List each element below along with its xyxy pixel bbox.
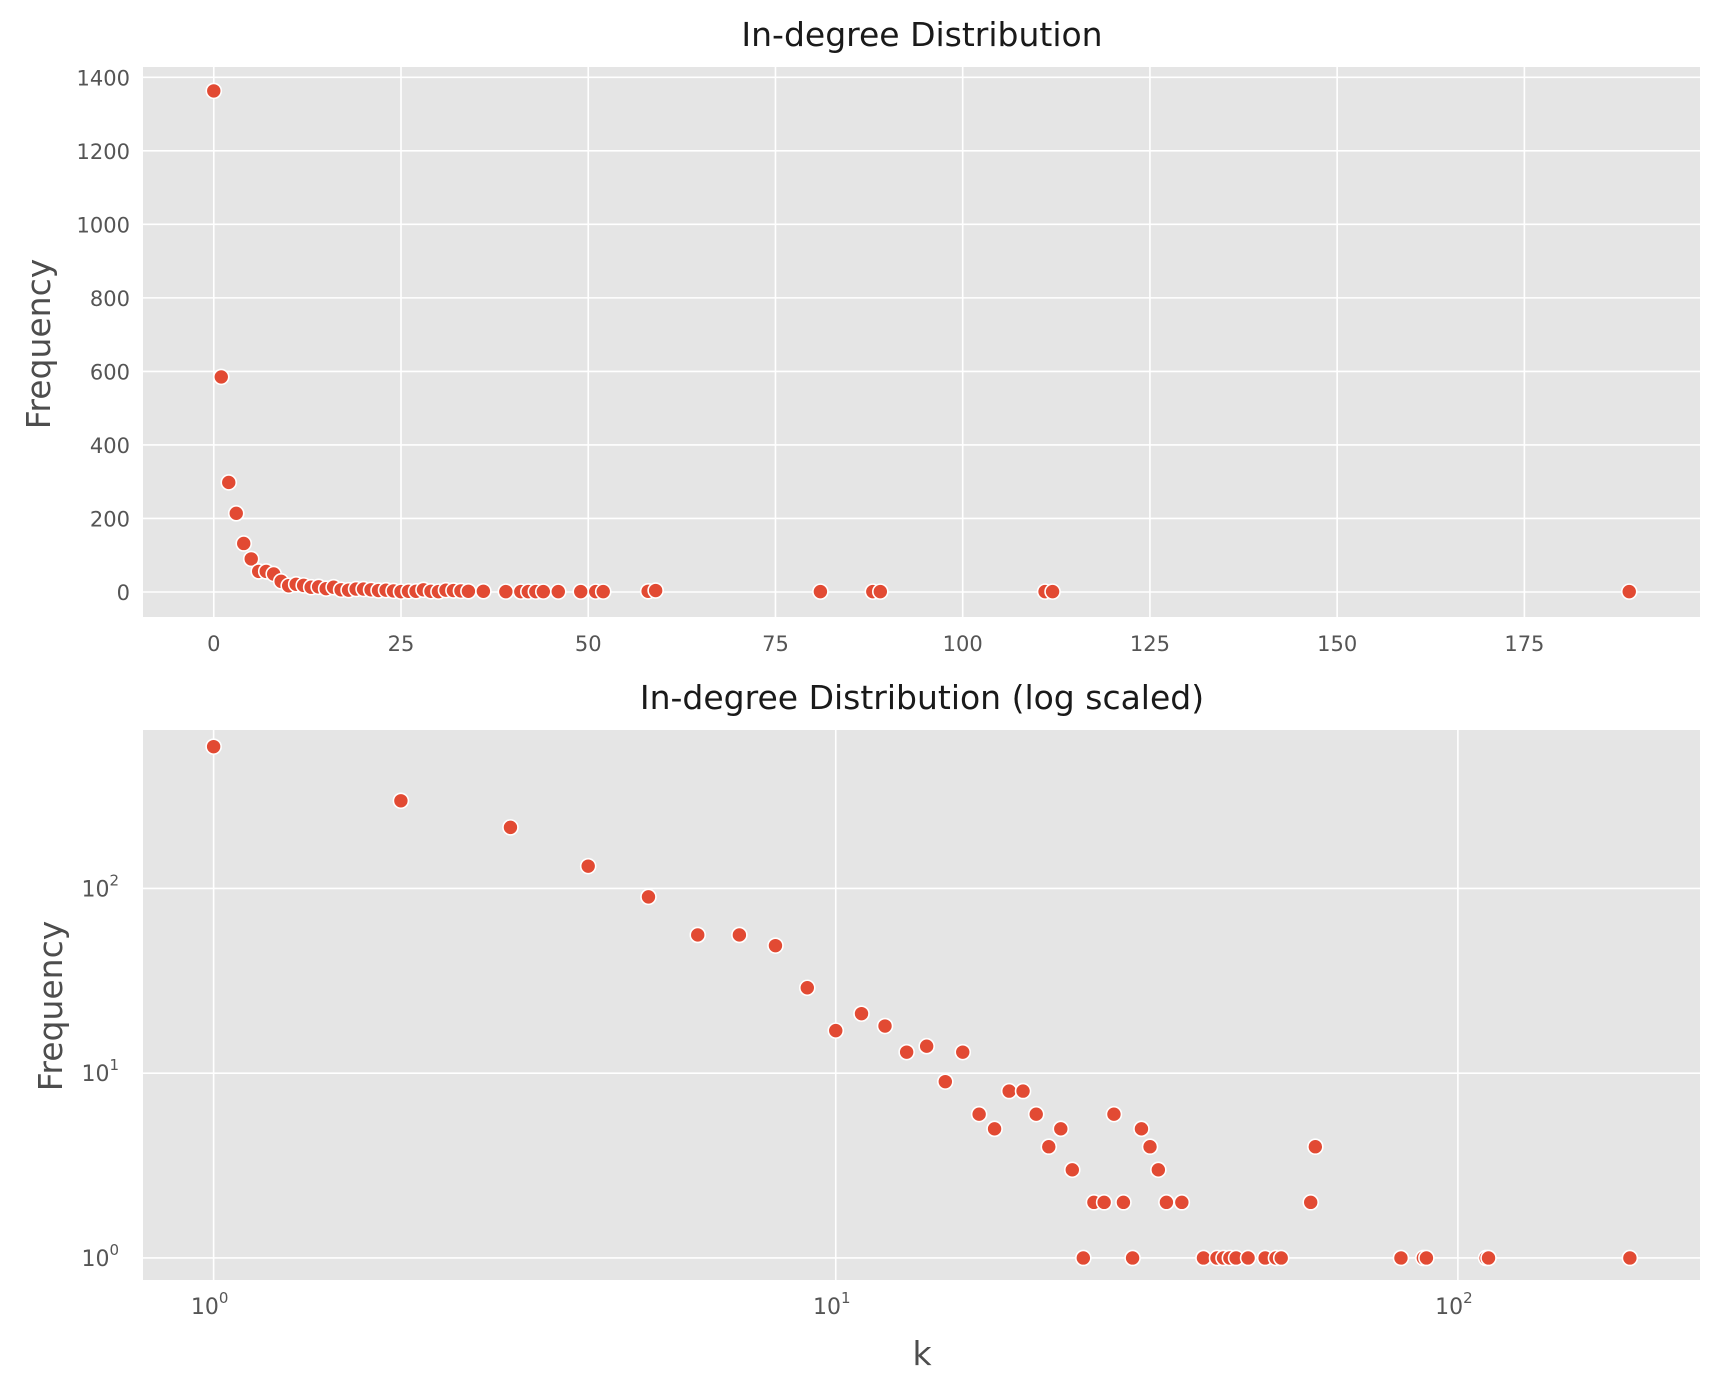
plot-area xyxy=(143,730,1700,1280)
data-point xyxy=(594,583,612,600)
data-point xyxy=(572,583,590,600)
y-axis-label: Frequency xyxy=(31,921,70,1091)
chart-title: In-degree Distribution xyxy=(741,15,1102,54)
data-point xyxy=(1480,1249,1497,1267)
plot-area xyxy=(143,67,1700,617)
chart-title: In-degree Distribution (log scaled) xyxy=(640,678,1204,717)
data-point xyxy=(689,926,707,944)
data-point xyxy=(242,550,260,568)
data-point xyxy=(853,1005,870,1022)
data-point xyxy=(205,82,223,100)
data-point xyxy=(1302,1194,1320,1211)
data-points xyxy=(205,82,1638,600)
x-tick-label: 75 xyxy=(762,632,789,656)
data-point xyxy=(1150,1161,1167,1179)
y-tick-label: 1200 xyxy=(77,140,130,164)
data-point xyxy=(954,1043,972,1061)
data-point xyxy=(986,1120,1003,1138)
y-tick-label: 1000 xyxy=(77,213,130,237)
data-point xyxy=(392,792,410,810)
x-tick-label: 100 xyxy=(943,632,983,656)
data-point xyxy=(1173,1194,1191,1211)
data-point xyxy=(549,583,567,600)
data-point xyxy=(1052,1120,1070,1138)
data-point xyxy=(918,1037,935,1055)
data-point xyxy=(460,582,477,600)
log-scatter-chart: In-degree Distribution (log scaled) Freq… xyxy=(31,678,1700,1373)
data-point xyxy=(1075,1249,1092,1267)
data-point xyxy=(1044,583,1061,600)
data-point xyxy=(970,1105,988,1123)
data-point xyxy=(1418,1249,1435,1267)
data-point xyxy=(534,583,552,600)
data-point xyxy=(731,926,748,944)
x-tick-label: 0 xyxy=(207,632,220,656)
y-axis-label: Frequency xyxy=(19,259,58,429)
data-point xyxy=(1095,1194,1113,1211)
x-tick-label: 102 xyxy=(1435,1289,1473,1320)
data-point xyxy=(212,368,230,386)
data-point xyxy=(1014,1082,1032,1100)
data-point xyxy=(767,937,784,954)
data-point xyxy=(1000,1082,1018,1100)
data-point xyxy=(1158,1194,1175,1211)
grid xyxy=(143,67,1700,617)
x-tick-label: 175 xyxy=(1504,632,1544,656)
x-tick-label: 50 xyxy=(575,632,602,656)
data-point xyxy=(937,1073,954,1090)
data-point xyxy=(872,583,889,600)
y-tick-label: 200 xyxy=(90,507,130,531)
y-tick-label: 0 xyxy=(117,581,130,605)
data-point xyxy=(220,474,238,491)
y-tick-label: 600 xyxy=(90,360,130,384)
x-axis-label: k xyxy=(912,1334,932,1373)
data-point xyxy=(502,819,519,836)
x-tick-label: 101 xyxy=(813,1289,851,1320)
data-point xyxy=(1124,1249,1141,1267)
data-point xyxy=(812,583,829,600)
linear-scatter-chart: In-degree Distribution Frequency 0 25 50 75… xyxy=(19,15,1700,656)
y-tick-label: 102 xyxy=(81,871,119,902)
tick-labels: 0 25 50 75 100 125 150 175 0 200 400 600 800 1000 1200… xyxy=(77,66,1545,656)
x-tick-label: 150 xyxy=(1317,632,1357,656)
data-point xyxy=(640,888,657,906)
data-point xyxy=(1620,583,1638,600)
data-point xyxy=(1392,1249,1410,1267)
y-tick-label: 100 xyxy=(81,1241,119,1272)
data-point xyxy=(1272,1249,1290,1267)
y-tick-label: 1400 xyxy=(77,66,130,90)
data-point xyxy=(1621,1249,1639,1267)
x-tick-label: 125 xyxy=(1130,632,1170,656)
data-point xyxy=(227,505,245,522)
data-point xyxy=(827,1022,845,1039)
data-points xyxy=(205,738,1639,1267)
data-point xyxy=(579,857,597,875)
data-point xyxy=(1063,1161,1081,1179)
data-point xyxy=(798,979,816,997)
y-tick-label: 400 xyxy=(90,434,130,458)
x-tick-label: 25 xyxy=(388,632,415,656)
data-point xyxy=(647,582,664,599)
data-point xyxy=(1040,1138,1058,1156)
data-point xyxy=(1133,1120,1150,1138)
data-point xyxy=(876,1017,894,1035)
data-point xyxy=(475,582,492,600)
y-tick-label: 101 xyxy=(81,1056,119,1087)
x-tick-label: 100 xyxy=(191,1289,229,1320)
data-point xyxy=(1105,1105,1123,1123)
y-tick-label: 800 xyxy=(90,287,130,311)
grid xyxy=(143,730,1700,1280)
data-point xyxy=(205,738,222,755)
data-point xyxy=(235,535,253,552)
data-point xyxy=(1115,1194,1132,1211)
data-point xyxy=(1239,1249,1257,1267)
data-point xyxy=(898,1043,915,1061)
data-point xyxy=(1307,1138,1324,1156)
data-point xyxy=(1141,1138,1159,1156)
data-point xyxy=(497,583,515,600)
data-point xyxy=(1027,1105,1045,1123)
